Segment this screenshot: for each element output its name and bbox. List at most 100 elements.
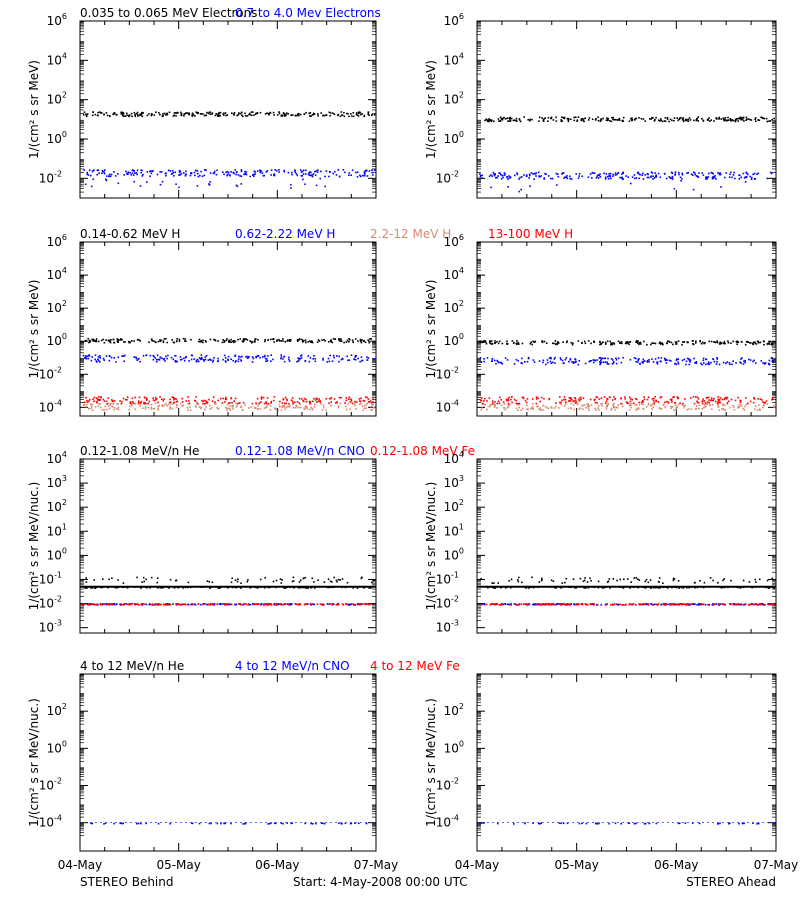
data-point (537, 405, 539, 408)
data-point (674, 341, 677, 343)
data-point (585, 587, 587, 589)
data-point (109, 175, 112, 178)
data-point (226, 407, 228, 410)
data-point (770, 603, 773, 606)
data-point (730, 119, 733, 122)
data-point (84, 587, 87, 589)
data-point (278, 111, 280, 113)
data-point (666, 116, 669, 119)
data-point (620, 341, 623, 343)
y-tick-label: 101 (47, 522, 67, 538)
data-point (345, 399, 347, 402)
data-point (480, 360, 483, 363)
data-point (612, 404, 614, 406)
data-point (657, 172, 660, 175)
data-point (331, 604, 334, 606)
data-point (179, 402, 182, 405)
data-point (646, 343, 648, 346)
data-point (606, 175, 609, 178)
data-point (684, 404, 687, 407)
data-point (657, 603, 660, 605)
data-point (649, 579, 652, 581)
data-point (297, 114, 299, 117)
data-point (659, 341, 661, 344)
data-point (510, 398, 512, 401)
data-point (304, 339, 307, 342)
data-point (525, 587, 527, 589)
y-tick-label: 104 (444, 266, 464, 282)
data-point (152, 354, 155, 357)
data-point (717, 403, 719, 405)
data-point (352, 115, 355, 118)
data-point (642, 401, 644, 403)
data-point (563, 398, 565, 401)
data-point (167, 169, 170, 172)
data-point (321, 604, 323, 606)
data-point (134, 114, 136, 116)
data-point (197, 360, 200, 363)
data-point (166, 341, 168, 344)
data-point (134, 396, 136, 399)
data-point (731, 119, 733, 121)
data-point (329, 170, 331, 173)
data-point (139, 185, 142, 187)
data-point (722, 404, 724, 407)
data-point (599, 173, 601, 175)
data-point (688, 117, 691, 119)
data-point (90, 359, 93, 362)
data-point (94, 406, 97, 408)
data-point (677, 358, 679, 361)
data-point (612, 362, 615, 364)
data-point (535, 396, 538, 398)
data-point (148, 113, 150, 115)
data-point (234, 397, 237, 400)
data-point (510, 578, 513, 581)
data-point (529, 342, 532, 345)
data-point (104, 169, 106, 171)
data-point (605, 604, 607, 606)
data-point (159, 171, 161, 173)
data-point (574, 361, 577, 363)
data-point (591, 177, 593, 179)
data-point (681, 404, 684, 406)
data-point (766, 120, 769, 123)
data-point (580, 119, 582, 122)
data-point (689, 604, 691, 606)
data-point (251, 356, 254, 358)
data-point (313, 355, 315, 357)
data-point (560, 401, 562, 404)
data-point (338, 396, 341, 399)
data-point (666, 342, 668, 345)
data-point (246, 580, 249, 583)
data-point (704, 402, 707, 404)
data-point (104, 405, 107, 408)
data-point (270, 400, 273, 403)
data-point (217, 115, 220, 117)
data-point (119, 603, 121, 605)
data-point (679, 402, 681, 404)
data-point (510, 604, 512, 606)
data-point (222, 171, 224, 173)
data-point (275, 408, 277, 410)
data-point (190, 354, 193, 357)
data-point (245, 338, 247, 340)
data-point (88, 407, 90, 410)
data-point (764, 604, 766, 606)
data-point (94, 603, 97, 606)
data-point (605, 342, 607, 344)
data-point (131, 115, 133, 118)
data-point (670, 399, 673, 402)
data-point (230, 171, 232, 173)
data-point (732, 404, 734, 407)
data-point (519, 176, 521, 179)
data-point (161, 398, 163, 400)
series-0-035-to-0-065-mev-electrons (82, 111, 376, 118)
data-point (742, 407, 745, 410)
data-point (157, 358, 159, 361)
data-point (517, 579, 519, 581)
data-point (129, 603, 131, 605)
data-point (219, 114, 221, 117)
data-point (710, 397, 713, 399)
data-point (236, 404, 238, 406)
data-point (194, 603, 197, 606)
